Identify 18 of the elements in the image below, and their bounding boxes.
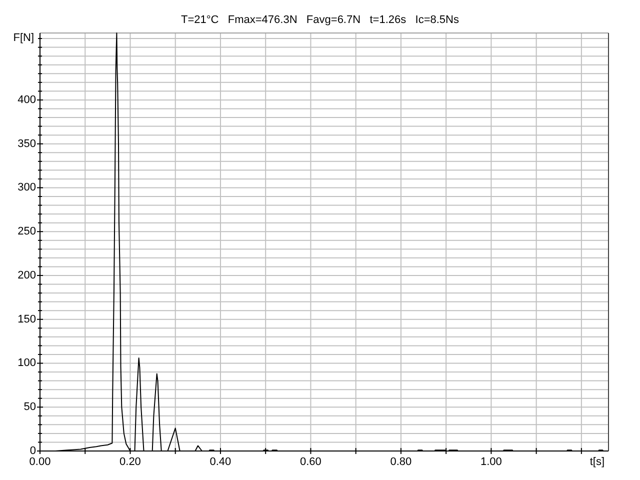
- x-axis-title: t[s]: [590, 456, 604, 468]
- y-tick-label: 50: [24, 401, 36, 414]
- x-tick-label: 0.60: [300, 456, 322, 468]
- y-tick-label: 350: [18, 138, 36, 150]
- y-tick-label: 300: [18, 182, 36, 194]
- y-axis-title: F[N]: [13, 32, 34, 44]
- y-tick-label: 100: [18, 357, 36, 370]
- x-tick-label: 0.00: [29, 456, 51, 468]
- y-tick-label: 150: [18, 313, 36, 326]
- x-tick-label: 0.80: [390, 456, 412, 468]
- y-tick-label: 400: [18, 94, 36, 106]
- x-tick-label: 1.00: [480, 456, 502, 468]
- chart-title: T=21°C Fmax=476.3N Favg=6.7N t=1.26s Ic=8.5Ns: [180, 14, 460, 26]
- x-tick-label: 0.20: [120, 456, 141, 468]
- y-tick-label: 0: [30, 445, 36, 457]
- y-tick-label: 200: [18, 269, 36, 282]
- x-tick-label: 0.40: [210, 456, 232, 468]
- y-tick-label: 250: [18, 226, 36, 238]
